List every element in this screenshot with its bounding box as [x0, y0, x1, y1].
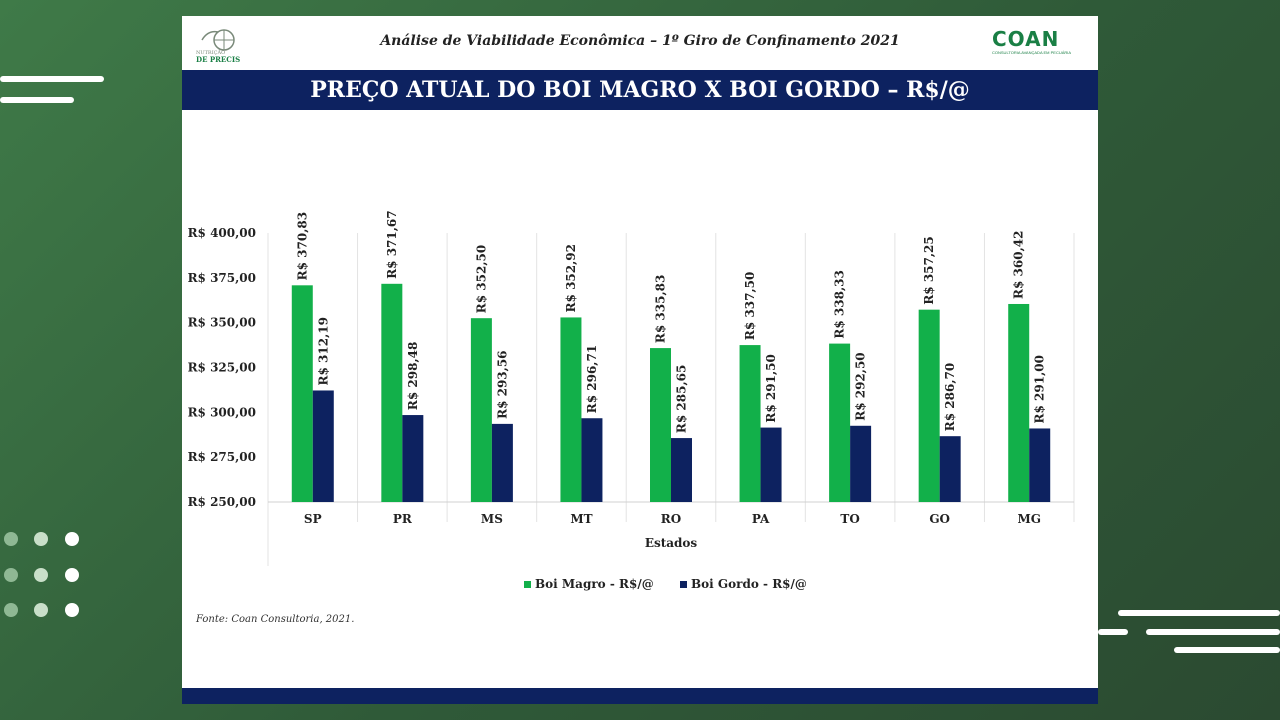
decor-line: [1146, 629, 1280, 635]
data-label: R$ 338,33: [833, 270, 847, 338]
bar-boi-magro: [381, 283, 403, 502]
y-tick-label: R$ 350,00: [188, 316, 256, 330]
data-label: R$ 292,50: [854, 352, 868, 420]
data-label: R$ 291,50: [764, 354, 778, 422]
data-label: R$ 357,25: [922, 236, 936, 304]
y-tick-label: R$ 375,00: [188, 271, 256, 285]
x-tick-label: PR: [393, 512, 413, 526]
footer-bar: [182, 688, 1098, 704]
bar-boi-magro: [1008, 303, 1030, 502]
bar-boi-gordo: [312, 390, 334, 502]
legend-label: Boi Magro - R$/@: [535, 577, 654, 591]
bar-boi-magro: [291, 285, 313, 502]
bar-boi-magro: [560, 317, 582, 502]
y-tick-label: R$ 400,00: [188, 226, 256, 240]
decor-dot: [65, 603, 79, 617]
coan-logo: COAN CONSULTORIA AVANÇADA EM PECUÁRIA: [992, 28, 1084, 62]
bar-boi-magro: [650, 348, 671, 502]
x-tick-label: PA: [752, 512, 770, 526]
x-tick-label: RO: [661, 512, 681, 526]
bar-boi-gordo: [581, 418, 603, 502]
coan-tagline: CONSULTORIA AVANÇADA EM PECUÁRIA: [992, 50, 1072, 55]
data-label: R$ 352,92: [564, 244, 578, 312]
logo-left-line1: NUTRIÇÃO: [196, 48, 225, 56]
data-label: R$ 293,56: [495, 350, 509, 418]
data-label: R$ 286,70: [943, 363, 957, 431]
decor-dot: [65, 568, 79, 582]
legend-swatch: [680, 581, 687, 588]
decor-line: [0, 76, 104, 82]
data-label: R$ 337,50: [743, 272, 757, 340]
bar-boi-gordo: [850, 425, 872, 502]
decor-line: [1174, 647, 1280, 653]
y-tick-label: R$ 250,00: [188, 495, 256, 509]
decor-line: [0, 97, 74, 103]
decor-line: [1118, 610, 1280, 616]
decor-dot: [4, 603, 18, 617]
nutricao-de-precisao-logo: NUTRIÇÃO DE PRECISÃO: [194, 26, 252, 64]
bar-boi-magro: [470, 318, 492, 502]
bar-boi-gordo: [491, 423, 513, 502]
data-label: R$ 360,42: [1012, 231, 1026, 299]
decor-dot: [34, 568, 48, 582]
data-label: R$ 296,71: [585, 345, 599, 413]
x-tick-label: MT: [570, 512, 592, 526]
y-tick-label: R$ 275,00: [188, 450, 256, 464]
legend-swatch: [524, 581, 531, 588]
bar-chart: R$ 250,00 R$ 275,00 R$ 300,00 R$ 325,00 R$ 3…: [188, 210, 1075, 591]
bar-boi-gordo: [1029, 428, 1051, 502]
x-tick-label: SP: [304, 512, 322, 526]
y-tick-label: R$ 325,00: [188, 361, 256, 375]
y-tick-label: R$ 300,00: [188, 405, 256, 419]
data-label: R$ 312,19: [316, 317, 330, 385]
x-tick-label: MG: [1017, 512, 1041, 526]
x-tick-label: TO: [840, 512, 859, 526]
slide-banner-title: PREÇO ATUAL DO BOI MAGRO X BOI GORDO – R…: [182, 70, 1098, 110]
source-note: Fonte: Coan Consultoria, 2021.: [196, 614, 355, 625]
data-label: R$ 370,83: [295, 212, 309, 280]
data-label: R$ 298,48: [406, 342, 420, 410]
decor-dot: [4, 532, 18, 546]
bar-boi-magro: [829, 343, 851, 502]
decor-dot: [65, 532, 79, 546]
bar-boi-gordo: [671, 438, 692, 502]
x-tick-label: GO: [929, 512, 950, 526]
bar-boi-gordo: [939, 436, 961, 502]
x-axis-title: Estados: [645, 536, 698, 550]
bar-boi-gordo: [760, 427, 782, 502]
bar-boi-magro: [918, 309, 940, 502]
decor-dot: [34, 603, 48, 617]
data-label: R$ 291,00: [1033, 355, 1047, 423]
data-label: R$ 371,67: [385, 210, 399, 278]
document-title: Análise de Viabilidade Econômica – 1º Gi…: [380, 33, 900, 49]
decor-dot: [4, 568, 18, 582]
decor-dot: [34, 532, 48, 546]
bar-boi-gordo: [402, 415, 424, 502]
x-tick-label: MS: [481, 512, 503, 526]
decor-line: [1098, 629, 1128, 635]
data-label: R$ 352,50: [474, 245, 488, 313]
data-label: R$ 285,65: [675, 365, 689, 433]
slide-header: NUTRIÇÃO DE PRECISÃO Análise de Viabilid…: [182, 16, 1098, 70]
logo-left-line2: DE PRECISÃO: [196, 55, 240, 64]
legend-label: Boi Gordo - R$/@: [691, 577, 807, 591]
data-label: R$ 335,83: [654, 275, 668, 343]
slide: NUTRIÇÃO DE PRECISÃO Análise de Viabilid…: [182, 16, 1098, 704]
coan-brand: COAN: [992, 27, 1060, 51]
bar-boi-magro: [739, 345, 761, 502]
